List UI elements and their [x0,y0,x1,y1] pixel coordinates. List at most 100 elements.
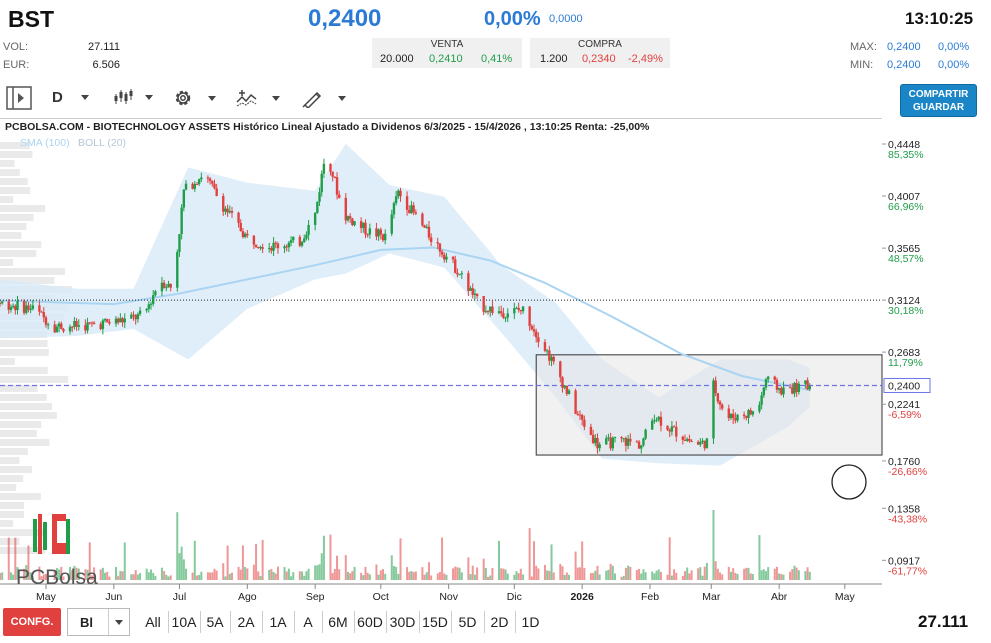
volume-bar [77,568,80,580]
candle-body [729,413,733,419]
candle-body [53,324,56,333]
y-tick-label: 0,4448 [888,139,920,151]
candle-body [758,404,761,412]
config-button[interactable]: CONFG. [3,608,61,636]
candle-body [222,195,225,212]
volume-bar [322,535,325,580]
sell-qty: 20.000 [380,53,414,65]
candle-body [637,441,641,449]
volume-bar [467,557,470,580]
range-button-5d[interactable]: 5D [458,614,477,630]
volume-bar [163,571,166,580]
candle-body [583,419,586,427]
range-button-6m[interactable]: 6M [328,614,348,630]
candle-body [499,311,503,314]
range-button-15d[interactable]: 15D [422,614,448,630]
volume-bar [563,575,566,580]
legend-sma: SMA (100) [20,137,70,149]
volume-bar [195,575,198,580]
settings-selector[interactable] [172,87,216,109]
y-tick-pct: -43,38% [888,513,927,525]
candle-body [165,287,168,289]
indicators-selector[interactable] [236,88,280,108]
candle-body [392,203,396,215]
volume-bar [414,571,417,580]
period-selector[interactable]: D [52,89,89,106]
volume-bar [528,528,531,580]
candle-body [99,324,102,330]
volume-bar [298,571,301,580]
price-chart[interactable]: PCBOLSA.COM - BIOTECHNOLOGY ASSETS Histó… [0,118,991,606]
x-tick-label: Sep [306,591,325,603]
chart-type-selector[interactable] [113,88,153,106]
cursor-circle [831,464,867,500]
volume-bar [410,571,413,580]
candle-body [650,420,654,430]
range-button-2a[interactable]: 2A [237,614,255,630]
candle-body [16,301,19,311]
range-button-10a[interactable]: 10A [171,614,197,630]
volume-bar [714,561,717,580]
volume-bar [425,572,428,580]
range-button-5a[interactable]: 5A [206,614,224,630]
eur-label: EUR: [3,59,30,71]
volume-bar [412,572,415,580]
volume-bar [73,565,76,580]
buy-price: 0,2340 [582,53,616,65]
volume-bar [9,572,12,580]
volume-bar [99,569,102,580]
volume-bar [491,567,494,580]
volume-bar [795,567,798,580]
range-button-a[interactable]: A [303,614,313,630]
toggle-panel-button[interactable] [6,86,32,110]
range-button-2d[interactable]: 2D [490,614,509,630]
candle-body [176,251,179,288]
volume-bar [314,565,317,580]
volume-bar [778,573,781,580]
candle-body [9,306,13,310]
volume-bar [773,568,776,580]
candle-body [228,211,232,213]
candle-body [745,416,748,418]
volume-bar [285,571,288,580]
volume-profile-bar [0,547,46,554]
volume-bar [180,546,183,580]
volume-bar [452,568,455,580]
range-button-all[interactable]: All [145,614,161,630]
candle-body [412,205,415,213]
candle-body [75,321,78,327]
volume-bar [395,566,398,580]
candle-body [806,380,809,390]
volume-bar [445,574,448,580]
candle-body [178,234,181,252]
volume-bar [206,572,209,580]
candle-body [521,306,525,312]
candle-body [211,180,214,184]
volume-bar [25,565,28,580]
range-button-60d[interactable]: 60D [357,614,383,630]
range-button-1d[interactable]: 1D [521,614,540,630]
chevron-down-icon [115,620,123,625]
candle-body [239,222,242,232]
range-button-1a[interactable]: 1A [269,614,287,630]
sell-header: VENTA [430,39,464,50]
drawing-tools-selector[interactable] [302,88,346,108]
total-volume: 27.111 [918,612,969,631]
volume-bar [701,575,704,580]
volume-bar [346,571,349,580]
volume-bar [651,571,654,580]
candle-body [134,315,137,320]
candle-body [191,183,194,189]
range-button-30d[interactable]: 30D [389,614,416,630]
candle-body [300,241,304,246]
volume-profile-bar [0,151,33,158]
volume-bar [209,572,212,580]
candle-body [670,426,674,432]
scale-selector[interactable]: Bl [67,608,130,636]
volume-bar [793,565,796,580]
share-save-button[interactable]: COMPARTIR GUARDAR [900,84,977,117]
candle-body [121,318,124,323]
volume-bar [106,571,109,580]
candle-body [226,208,229,213]
volume-bar [40,576,43,580]
